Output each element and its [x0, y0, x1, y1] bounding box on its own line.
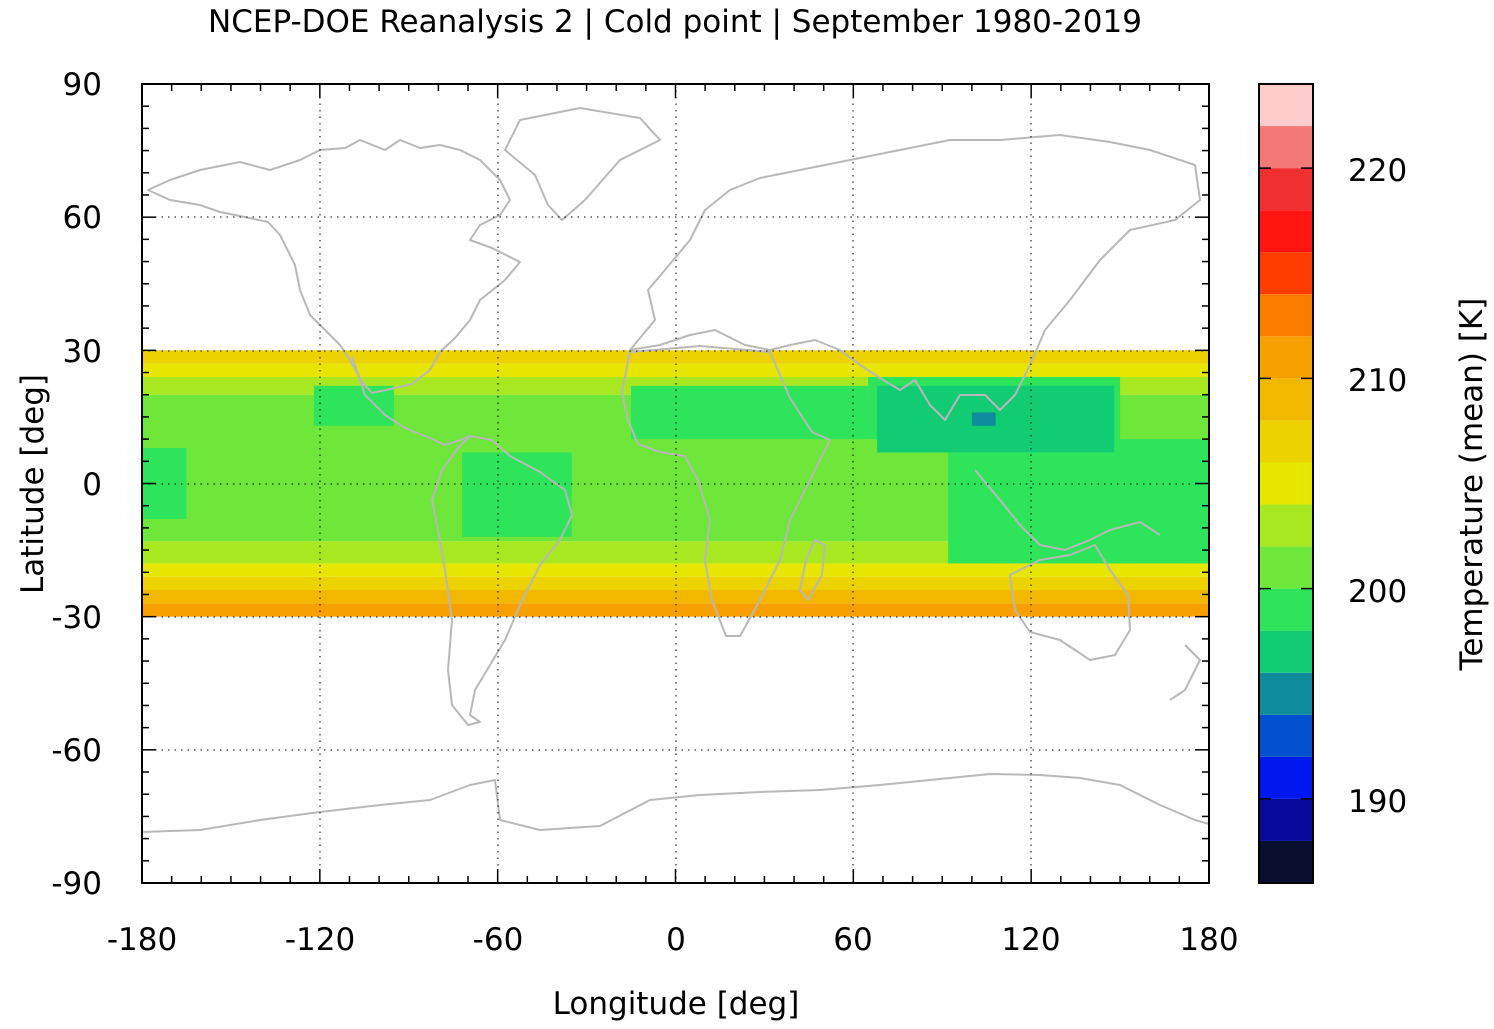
heatmap-cell	[142, 576, 1209, 591]
x-tick-label: 120	[1001, 922, 1060, 958]
colorbar-swatch	[1259, 546, 1313, 589]
colorbar-swatch	[1259, 756, 1313, 799]
y-tick-label: -90	[51, 866, 102, 902]
y-axis-label: Latitude [deg]	[15, 374, 51, 594]
x-tick-labels: -180 -120 -60 0 60 120 180	[107, 922, 1239, 958]
colorbar-swatch	[1259, 588, 1313, 631]
colorbar-swatch	[1259, 168, 1313, 211]
x-tick-label: -180	[107, 922, 177, 958]
y-tick-label: 30	[63, 334, 102, 370]
coastline-madagascar	[799, 539, 826, 601]
coastline-africa	[621, 345, 831, 637]
coastline-new-zealand	[1169, 644, 1201, 701]
coastlines	[141, 107, 1210, 833]
plot-frame	[141, 83, 1210, 884]
colorbar-swatch	[1259, 378, 1313, 421]
x-tick-label: 180	[1179, 922, 1238, 958]
coastline-antarctica	[141, 773, 1210, 833]
x-axis-label: Longitude [deg]	[553, 986, 800, 1022]
colorbar-swatch	[1259, 252, 1313, 295]
colorbar-swatch	[1259, 798, 1313, 841]
colorbar-tick-labels: 190 200 210 220	[1348, 153, 1407, 820]
heatmap-cell	[462, 452, 572, 537]
heatmap-cell	[631, 385, 869, 440]
chart-title: NCEP-DOE Reanalysis 2 | Cold point | Sep…	[208, 4, 1142, 40]
coastline-australia	[1009, 544, 1131, 661]
y-tick-labels: -90 -60 -30 0 30 60 90	[51, 67, 102, 902]
x-tick-label: 60	[833, 922, 872, 958]
coastline-europe-asia	[629, 134, 1201, 421]
heatmap-cell	[948, 439, 1209, 564]
colorbar-swatch	[1259, 420, 1313, 463]
y-tick-label: 90	[63, 67, 102, 103]
y-tick-label: 60	[63, 200, 102, 236]
axis-ticks	[141, 83, 1210, 884]
colorbar-label: Temperature (mean) [K]	[1454, 298, 1490, 672]
coastline-maritime-continent	[974, 469, 1161, 551]
colorbar-tick-label: 210	[1348, 363, 1407, 399]
colorbar-swatch	[1259, 210, 1313, 253]
colorbar-tick-label: 200	[1348, 574, 1407, 610]
colorbar-frame	[1258, 83, 1314, 884]
y-tick-label: 0	[82, 467, 102, 503]
grid-lines	[142, 84, 1209, 883]
colorbar-swatch	[1259, 672, 1313, 715]
coastline-south-america	[431, 435, 573, 726]
colorbar-swatch	[1259, 840, 1313, 883]
colorbar-swatch	[1259, 294, 1313, 337]
x-tick-label: -120	[285, 922, 355, 958]
colorbar-ticks	[1259, 167, 1313, 800]
heatmap-cell	[142, 590, 1209, 604]
heatmap-cell	[142, 563, 1209, 577]
heatmap-cell	[313, 385, 394, 426]
colorbar-tick-label: 220	[1348, 153, 1407, 189]
coastline-central-america	[351, 355, 471, 446]
heatmap-cell	[142, 350, 1209, 364]
heatmap-cell	[142, 603, 1209, 617]
colorbar-swatch	[1259, 84, 1313, 127]
colorbar-swatch	[1259, 336, 1313, 379]
colorbar-swatch	[1259, 126, 1313, 169]
coastline-greenland	[504, 107, 661, 221]
colorbar-swatch	[1259, 630, 1313, 673]
y-tick-label: -30	[51, 600, 102, 636]
colorbar	[1259, 84, 1313, 883]
coastline-north-america	[147, 139, 521, 394]
heatmap-cell	[971, 412, 996, 426]
x-tick-label: -60	[473, 922, 524, 958]
y-tick-label: -60	[51, 733, 102, 769]
colorbar-swatch	[1259, 504, 1313, 547]
colorbar-tick-label: 190	[1348, 784, 1407, 820]
colorbar-swatch	[1259, 462, 1313, 505]
colorbar-swatch	[1259, 714, 1313, 757]
x-tick-label: 0	[666, 922, 686, 958]
